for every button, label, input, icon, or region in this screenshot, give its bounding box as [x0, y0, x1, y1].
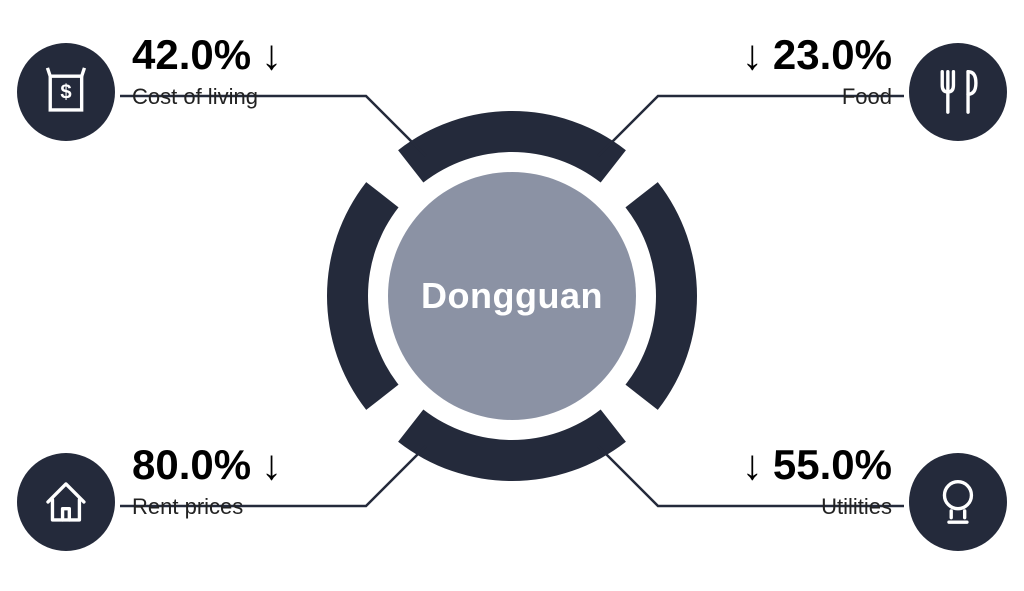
center-city-label: Dongguan [421, 275, 603, 317]
metric-value: 42.0% [132, 34, 251, 76]
down-arrow-icon: ↓ [742, 34, 763, 76]
infographic-canvas: Dongguan 42.0% ↓ Cost of living ↓ 23.0% … [0, 0, 1024, 591]
metric-label: Rent prices [132, 494, 282, 520]
down-arrow-icon: ↓ [261, 444, 282, 486]
down-arrow-icon: ↓ [742, 444, 763, 486]
cost-of-living-icon: $ [17, 43, 115, 141]
house-icon [17, 453, 115, 551]
utilities-icon [909, 453, 1007, 551]
metric-label: Cost of living [132, 84, 282, 110]
metric-value: 23.0% [773, 34, 892, 76]
metric-cost-of-living: 42.0% ↓ Cost of living [132, 34, 282, 110]
metric-rent-prices: 80.0% ↓ Rent prices [132, 444, 282, 520]
svg-text:$: $ [60, 82, 71, 104]
metric-value: 80.0% [132, 444, 251, 486]
down-arrow-icon: ↓ [261, 34, 282, 76]
metric-utilities: ↓ 55.0% Utilities [742, 444, 892, 520]
metric-label: Food [742, 84, 892, 110]
metric-food: ↓ 23.0% Food [742, 34, 892, 110]
metric-value: 55.0% [773, 444, 892, 486]
metric-label: Utilities [742, 494, 892, 520]
food-icon [909, 43, 1007, 141]
